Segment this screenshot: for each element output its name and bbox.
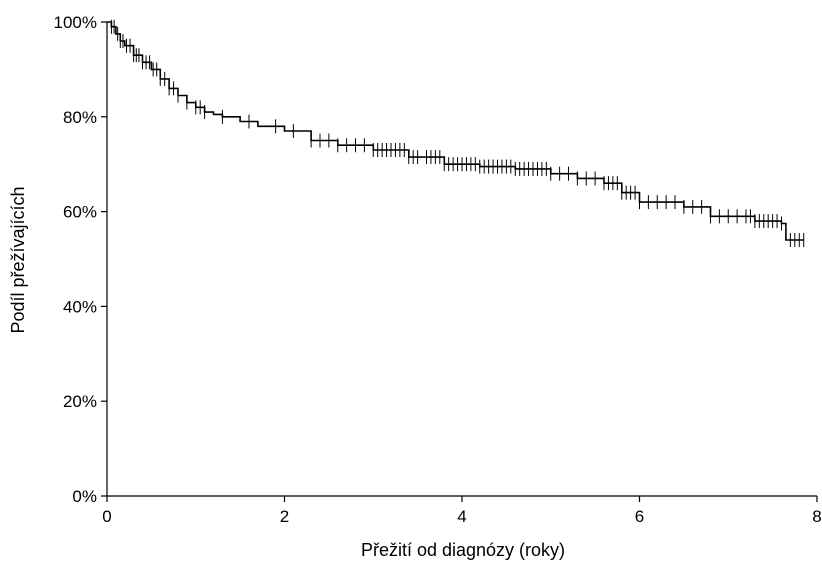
x-tick-label: 6 [635,507,644,526]
axes: 0% 20% 40% 60% 80% 100% 0 2 4 6 8 [54,13,822,526]
y-tick-label: 80% [63,108,97,127]
y-tick-label: 100% [54,13,97,32]
y-axis-label: Podíl přežívajících [8,186,28,333]
survival-curve [107,21,804,241]
y-tick-label: 0% [72,487,97,506]
y-tick-label: 60% [63,203,97,222]
y-tick-label: 40% [63,297,97,316]
x-axis-label: Přežití od diagnózy (roky) [361,540,565,560]
plot-area [107,19,805,248]
x-tick-label: 0 [102,507,111,526]
x-tick-label: 8 [812,507,821,526]
x-tick-label: 2 [280,507,289,526]
y-tick-label: 20% [63,392,97,411]
x-tick-label: 4 [457,507,466,526]
